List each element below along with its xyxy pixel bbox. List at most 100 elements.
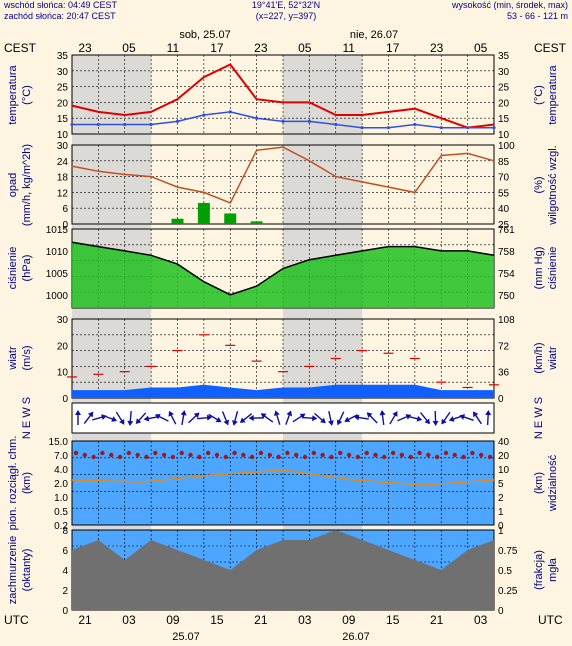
cloud-top-dot <box>294 452 299 458</box>
precip-tick-left: 24 <box>57 157 69 168</box>
wind-arrow-head <box>448 416 455 422</box>
wind-tick-left: 10 <box>57 368 69 379</box>
utc-tick: 21 <box>430 613 444 627</box>
wind-arrow <box>441 411 451 425</box>
cloud-top-dot <box>364 450 369 456</box>
wind-arrow-head <box>135 418 142 424</box>
wind-arrow <box>221 411 230 426</box>
wind-arrow <box>407 415 423 422</box>
temp-tick-right: 30 <box>498 67 510 78</box>
utc-tick: 21 <box>254 613 268 627</box>
pressure-tick-left: 1000 <box>46 291 69 302</box>
cloud-top-dot <box>302 454 308 460</box>
wind-arrow <box>285 410 293 425</box>
cest-tick: 23 <box>254 41 268 55</box>
night-band <box>283 55 363 610</box>
wind-arrow <box>239 413 253 423</box>
cloud-top-dot <box>267 452 272 458</box>
fog-unit-right: (frakcja) <box>533 550 545 590</box>
wind-arrow-head <box>379 410 386 416</box>
wind-arrow-head <box>299 413 306 419</box>
pressure-line <box>71 241 495 296</box>
pressure-area <box>72 242 494 308</box>
dir-label-left: N E W S <box>21 397 33 439</box>
precip-bar <box>250 221 263 224</box>
pressure-tick-left: 1015 <box>46 225 69 236</box>
wind-arrow <box>168 410 177 425</box>
cloudbase-tick-left: 4.0 <box>54 465 68 476</box>
wind-tick-left: 30 <box>57 315 69 326</box>
humidity-line <box>71 146 495 204</box>
wind-arrow-head <box>485 410 492 416</box>
wind-arrow-head <box>473 411 479 418</box>
cloud-top-dot <box>320 452 325 458</box>
temp-tick-left: 15 <box>57 114 69 125</box>
temperature-line <box>71 63 495 129</box>
dew-point-line <box>72 111 494 129</box>
utc-tick: 03 <box>298 613 312 627</box>
cloud-top-dot <box>355 454 361 460</box>
wind-arrow-head <box>215 416 222 423</box>
cloud-top-dot <box>126 450 132 456</box>
wind-arrow-head <box>344 416 351 423</box>
temp-tick-right: 10 <box>498 130 510 141</box>
utc-tick: 09 <box>342 613 356 627</box>
night-band <box>72 55 152 610</box>
side-labels: temperatura (°C) temperatura(°C)opad (mm/h,… <box>7 64 559 604</box>
wind-arrow-head <box>223 419 230 426</box>
cloud-top-dot <box>223 454 228 460</box>
humidity-tick-right: 25 <box>498 220 510 231</box>
cloud-top-dot <box>82 452 88 458</box>
wind-arrow-head <box>248 415 254 422</box>
temp-tick-right: 20 <box>498 98 510 109</box>
cest-tick: 05 <box>298 41 312 55</box>
wind-arrow <box>180 410 187 426</box>
wind-arrow-head <box>459 414 466 420</box>
cest-tick: 11 <box>167 41 180 55</box>
precip-unit-left: (mm/h, kg/m^2h) <box>21 144 33 226</box>
cloud-top-dot <box>461 454 466 460</box>
cloud-top-dot <box>117 454 123 460</box>
cloud-top-dot <box>214 452 220 458</box>
cloud-top-dot <box>417 450 422 456</box>
cloud-top-dot <box>470 450 475 456</box>
wind-speed-area <box>72 384 494 398</box>
wind-tick-right: 36 <box>498 368 510 379</box>
cloud-top-dot <box>91 454 96 460</box>
day2-label: nie, 26.07 <box>350 29 398 41</box>
header-sun: wschód słońca: 04:49 CEST zachód słońca:… <box>4 0 117 22</box>
wind-arrow-head <box>260 413 267 419</box>
cloud-top-dot <box>487 454 493 460</box>
cloud-top-dot <box>443 450 449 456</box>
cloudbase-tick-left: 1.0 <box>54 493 68 504</box>
cloud-top-dot <box>249 454 255 460</box>
wind-arrow <box>459 414 474 421</box>
wind-label-left: wiatr <box>7 346 19 371</box>
plots <box>67 63 499 610</box>
cloud-top-dot <box>382 454 387 460</box>
wind-arrow-head <box>416 415 423 422</box>
cloud-top-dot <box>170 454 176 460</box>
cloud-top-dot <box>311 450 317 456</box>
cloudcover-tick-left: 4 <box>62 566 68 577</box>
cloud-top-dot <box>478 452 484 458</box>
cest-left: CEST <box>4 41 37 55</box>
utc-right: UTC <box>538 613 563 627</box>
utc-tick: 15 <box>386 613 400 627</box>
precip-label-left: opad <box>7 173 19 197</box>
cloud-top-dot <box>73 450 79 456</box>
pressure-tick-right: 761 <box>498 225 515 236</box>
cloudcover-label-left: zachmurzenie <box>7 536 19 604</box>
cloud-top-dot <box>232 450 237 456</box>
height-values: 53 - 66 - 121 m <box>506 11 568 21</box>
fog-tick-right: 0 <box>498 606 504 617</box>
temp-tick-right: 35 <box>498 51 510 62</box>
wind-arrow-head <box>239 417 246 423</box>
humidity-tick-right: 100 <box>498 141 515 152</box>
wind-tick-left: 0 <box>62 394 68 405</box>
precip-tick-left: 30 <box>57 141 69 152</box>
cloudbase-label-left: pion. rozciągł. chm. <box>7 436 19 531</box>
wind-arrow <box>83 411 94 425</box>
wind-arrow <box>260 413 274 423</box>
fog-tick-right: 1 <box>498 526 504 537</box>
